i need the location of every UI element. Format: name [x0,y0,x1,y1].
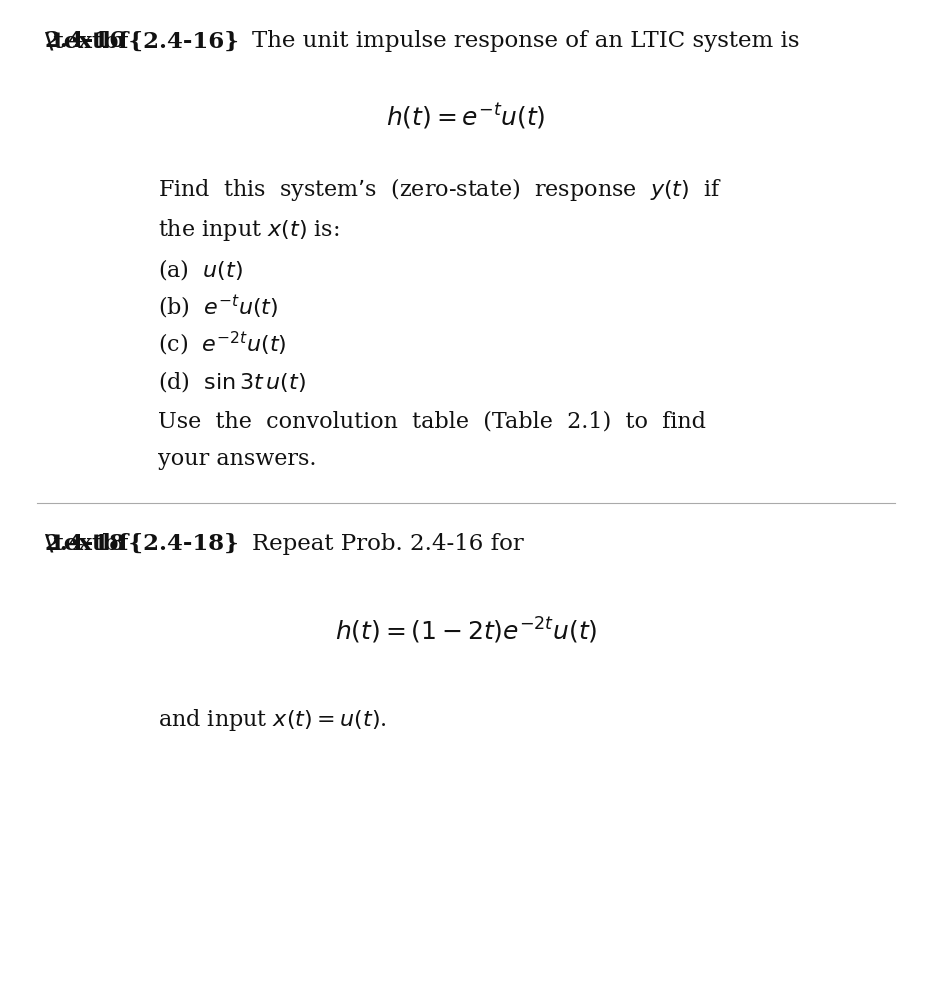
Text: (a)  $u(t)$: (a) $u(t)$ [158,256,243,282]
Text: 2.4-18: 2.4-18 [45,533,126,555]
Text: your answers.: your answers. [158,449,317,470]
Text: (b)  $e^{-t}u(t)$: (b) $e^{-t}u(t)$ [158,293,279,320]
Text: \textbf{2.4-18}: \textbf{2.4-18} [45,533,239,555]
Text: Repeat Prob. 2.4-16 for: Repeat Prob. 2.4-16 for [252,533,524,555]
Text: 2.4-16: 2.4-16 [45,31,126,52]
Text: the input $x(t)$ is:: the input $x(t)$ is: [158,217,340,243]
Text: $h(t) = e^{-t}u(t)$: $h(t) = e^{-t}u(t)$ [386,102,546,131]
Text: The unit impulse response of an LTIC system is: The unit impulse response of an LTIC sys… [252,31,799,52]
Text: \textbf{2.4-16}: \textbf{2.4-16} [45,31,239,52]
Text: Find  this  system’s  (zero-state)  response  $y(t)$  if: Find this system’s (zero-state) response… [158,176,722,203]
Text: and input $x(t) = u(t)$.: and input $x(t) = u(t)$. [158,707,387,733]
Text: Use  the  convolution  table  (Table  2.1)  to  find: Use the convolution table (Table 2.1) to… [158,410,706,432]
Text: (c)  $e^{-2t}u(t)$: (c) $e^{-2t}u(t)$ [158,330,287,358]
Text: $h(t) = (1 - 2t)e^{-2t}u(t)$: $h(t) = (1 - 2t)e^{-2t}u(t)$ [335,616,597,646]
Text: (d)  $\sin 3t\, u(t)$: (d) $\sin 3t\, u(t)$ [158,369,307,394]
